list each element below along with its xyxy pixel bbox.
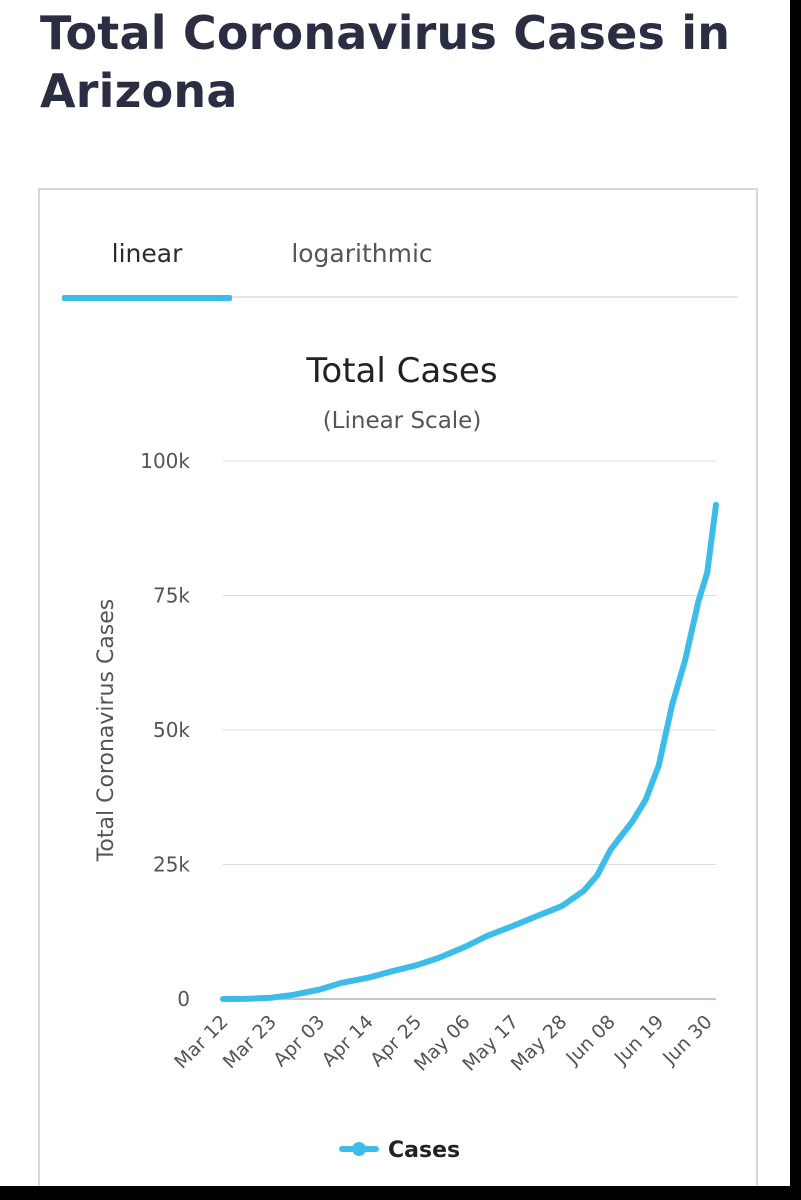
legend[interactable]: Cases <box>339 1138 460 1163</box>
y-tick-label: 75k <box>153 584 190 608</box>
y-tick-label: 0 <box>177 987 190 1011</box>
x-tick-label: Mar 23 <box>219 1011 281 1073</box>
legend-label-cases: Cases <box>388 1138 460 1163</box>
y-axis-ticks: 0 25k 50k 75k 100k <box>140 449 190 1011</box>
tab-linear[interactable]: linear <box>111 239 183 268</box>
page-title: Total Coronavirus Cases in Arizona <box>40 6 731 118</box>
y-tick-label: 50k <box>153 718 190 742</box>
x-tick-label: Jun 08 <box>561 1011 620 1070</box>
x-tick-label: Mar 12 <box>170 1011 232 1073</box>
x-tick-label: Apr 14 <box>318 1011 378 1071</box>
tab-logarithmic[interactable]: logarithmic <box>291 239 433 268</box>
active-tab-indicator <box>62 295 232 301</box>
series-line-cases[interactable] <box>220 501 719 1002</box>
grid-lines <box>223 460 716 1000</box>
legend-marker-cases <box>352 1142 366 1156</box>
chart-subtitle: (Linear Scale) <box>323 408 482 434</box>
x-tick-label: Jun 30 <box>658 1011 717 1070</box>
y-tick-label: 25k <box>153 853 190 877</box>
chart: Total Cases (Linear Scale) 0 25k 50k 75k 100… <box>94 351 719 1163</box>
x-tick-label: Apr 03 <box>269 1011 329 1071</box>
scale-tabs: linear logarithmic <box>62 190 738 301</box>
chart-card: linear logarithmic Total Cases (Linear S… <box>38 188 758 1186</box>
y-axis-label: Total Coronavirus Cases <box>94 599 119 863</box>
page: Total Coronavirus Cases in Arizona linea… <box>0 0 790 1186</box>
chart-title: Total Cases <box>305 351 497 391</box>
x-tick-label: Jun 19 <box>610 1011 669 1070</box>
y-tick-label: 100k <box>140 449 190 473</box>
